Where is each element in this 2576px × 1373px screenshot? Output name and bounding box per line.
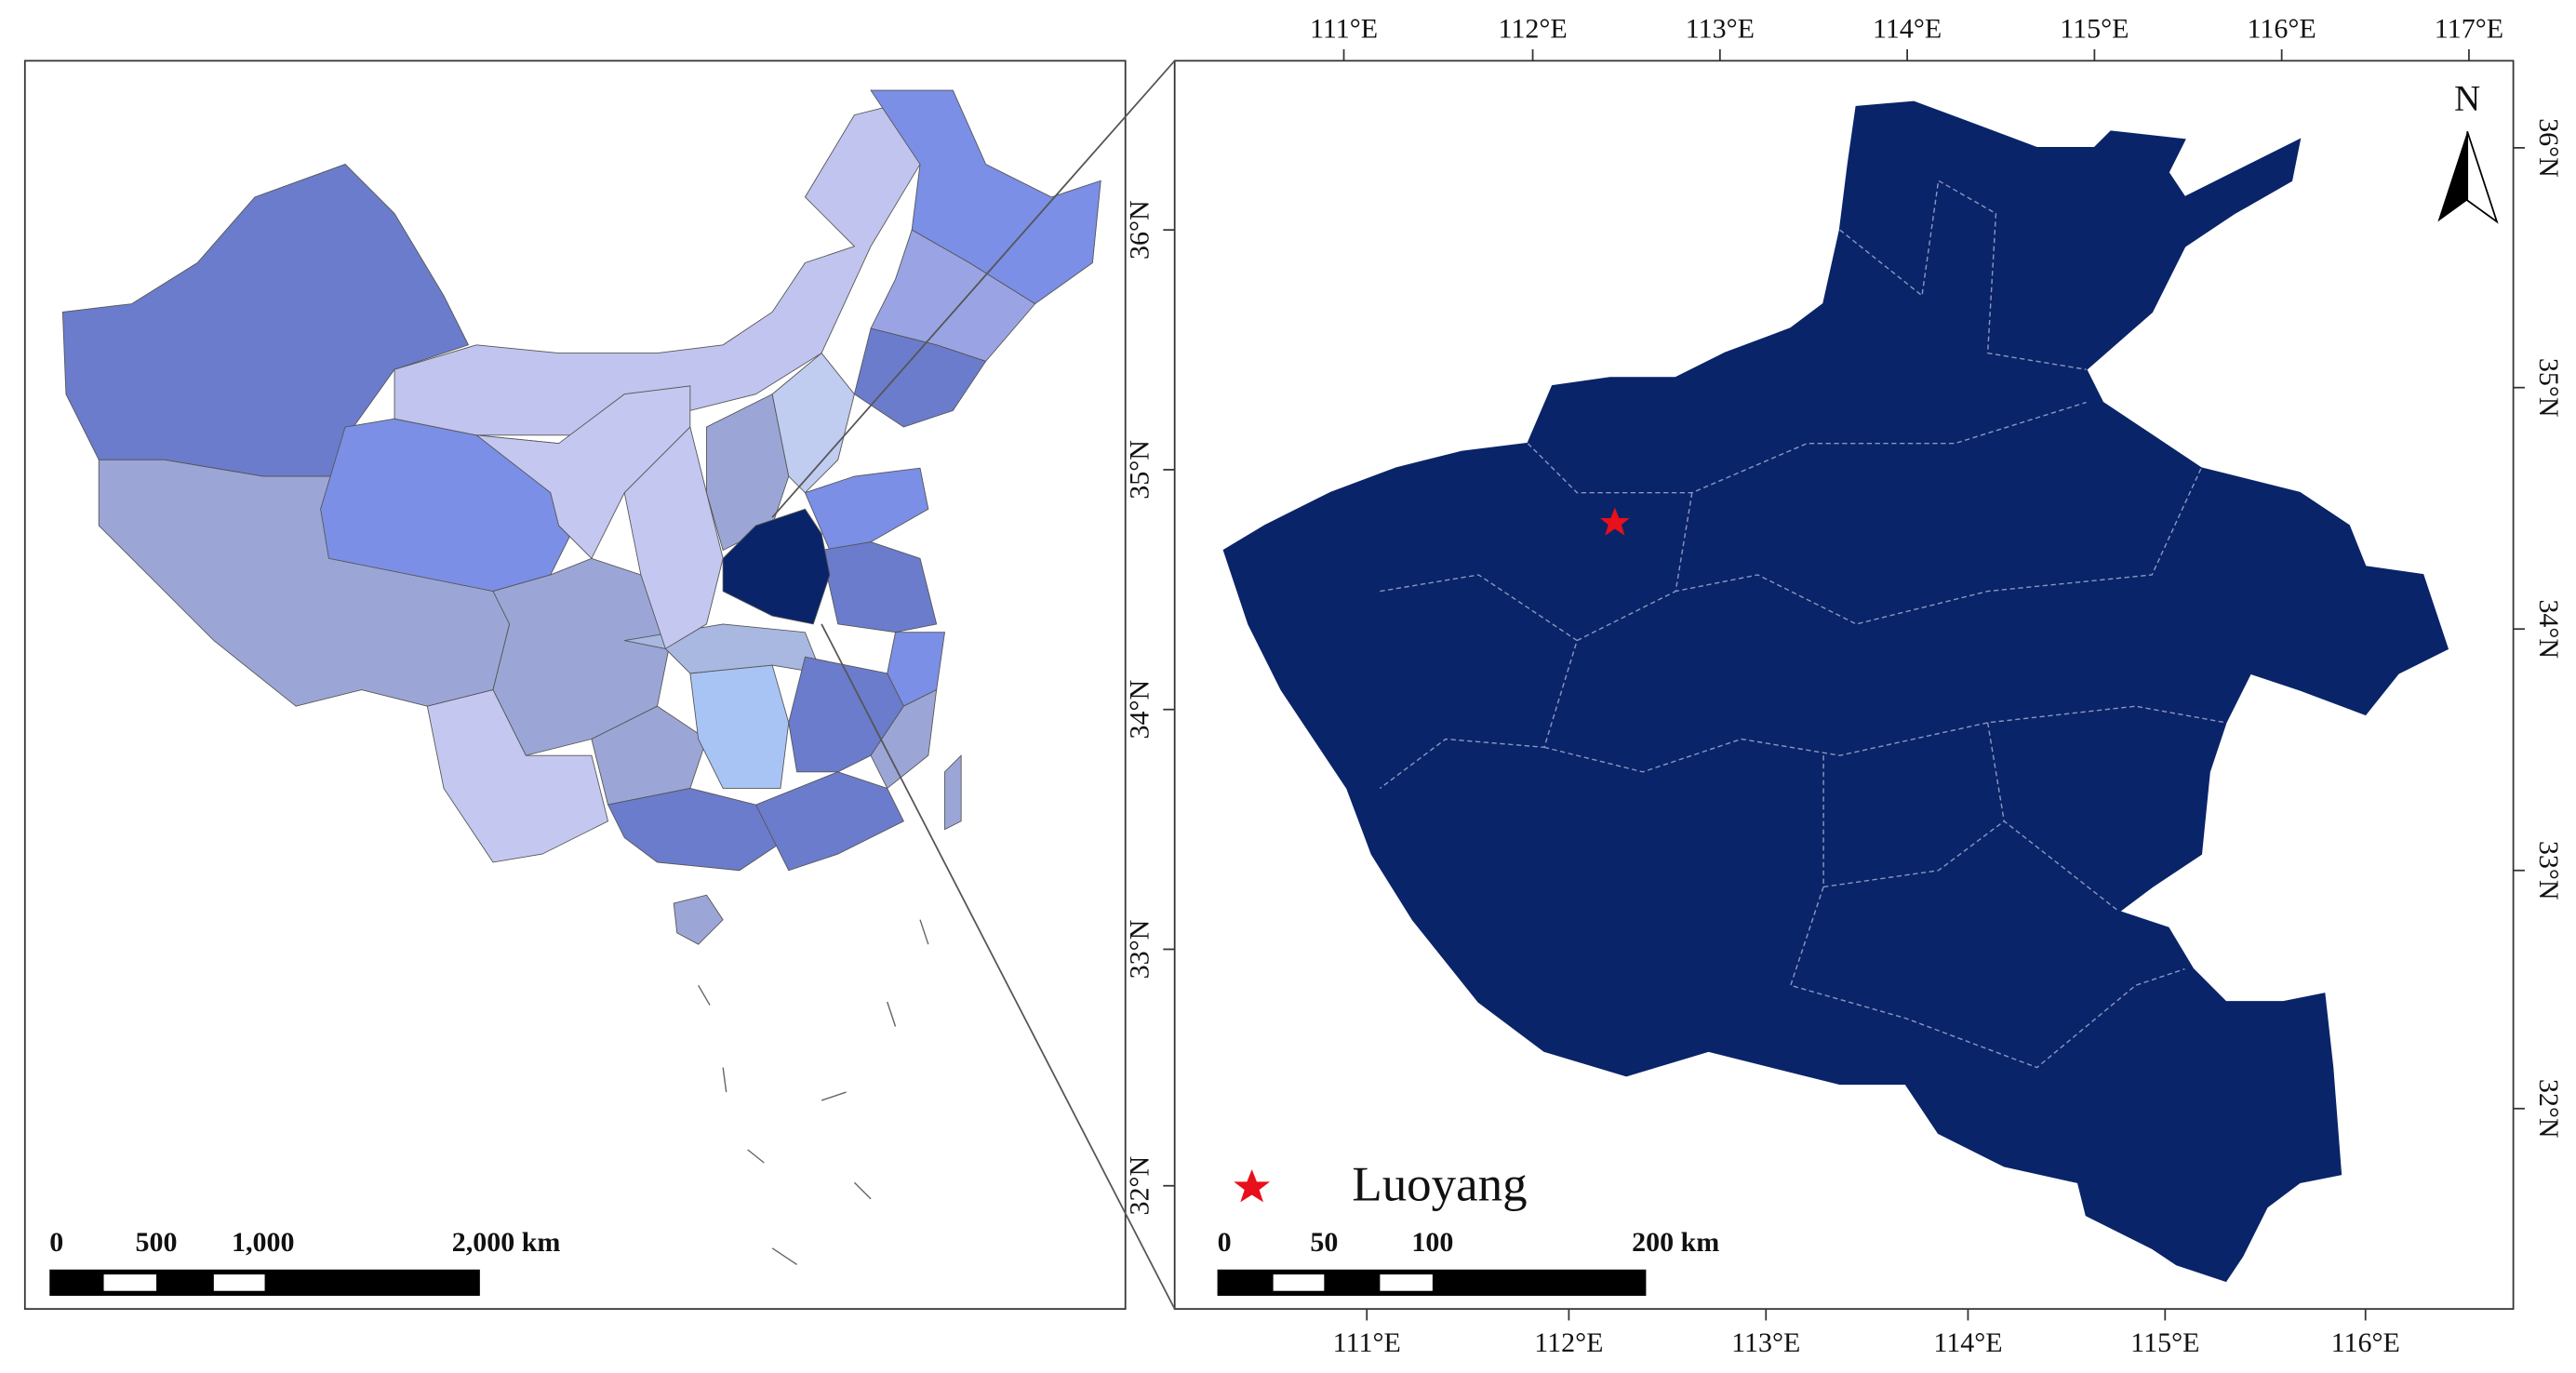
scale-label: 1,000 bbox=[232, 1227, 294, 1258]
left-tick-label: 32°N bbox=[1124, 1156, 1155, 1216]
right-tick-label: 32°N bbox=[2533, 1079, 2564, 1139]
scale-label: 100 bbox=[1411, 1227, 1453, 1258]
scale-label: 0 bbox=[1218, 1227, 1232, 1258]
left-tick-label: 36°N bbox=[1124, 200, 1155, 260]
top-tick-label: 111°E bbox=[1310, 13, 1378, 44]
bottom-tick-label: 112°E bbox=[1534, 1327, 1603, 1358]
left-tick-label: 34°N bbox=[1124, 680, 1155, 740]
zoom-line bbox=[771, 60, 1176, 518]
scale-label: 2,000 km bbox=[452, 1227, 561, 1258]
bottom-tick-label: 116°E bbox=[2331, 1327, 2400, 1358]
north-label: N bbox=[2454, 78, 2480, 118]
scale-label: 500 bbox=[136, 1227, 178, 1258]
henan-map bbox=[1222, 100, 2449, 1283]
top-tick-label: 112°E bbox=[1498, 13, 1567, 44]
top-tick-label: 114°E bbox=[1873, 13, 1942, 44]
right-tick-label: 36°N bbox=[2533, 118, 2564, 178]
bottom-tick-label: 115°E bbox=[2130, 1327, 2199, 1358]
scale-label: 200 km bbox=[1632, 1227, 1719, 1258]
china-map bbox=[61, 89, 1101, 1266]
legend-label: Luoyang bbox=[1352, 1157, 1527, 1211]
north-arrow bbox=[2437, 130, 2499, 224]
top-tick-label: 113°E bbox=[1686, 13, 1755, 44]
luoyang-star bbox=[1599, 507, 1630, 536]
right-tick-label: 33°N bbox=[2533, 841, 2564, 900]
legend-star bbox=[1234, 1169, 1271, 1203]
left-scale-bar bbox=[49, 1269, 480, 1297]
bottom-tick-label: 114°E bbox=[1933, 1327, 2002, 1358]
zoom-line bbox=[821, 623, 1176, 1310]
scale-label: 50 bbox=[1310, 1227, 1338, 1258]
bottom-tick-label: 113°E bbox=[1731, 1327, 1800, 1358]
top-tick-label: 116°E bbox=[2248, 13, 2316, 44]
left-tick-label: 35°N bbox=[1124, 440, 1155, 500]
right-scale-bar bbox=[1217, 1269, 1647, 1297]
top-tick-label: 117°E bbox=[2435, 13, 2503, 44]
right-tick-label: 35°N bbox=[2533, 358, 2564, 418]
bottom-tick-label: 111°E bbox=[1333, 1327, 1401, 1358]
right-tick-label: 34°N bbox=[2533, 599, 2564, 659]
left-tick-label: 33°N bbox=[1124, 920, 1155, 980]
top-tick-label: 115°E bbox=[2060, 13, 2129, 44]
scale-label: 0 bbox=[49, 1227, 63, 1258]
